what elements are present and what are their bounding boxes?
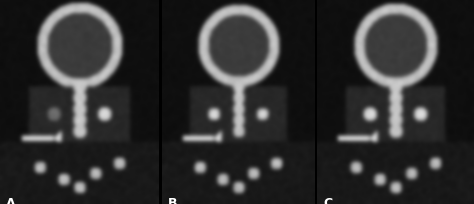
Text: C: C xyxy=(323,196,332,204)
Text: A: A xyxy=(6,196,16,204)
Text: B: B xyxy=(168,196,178,204)
